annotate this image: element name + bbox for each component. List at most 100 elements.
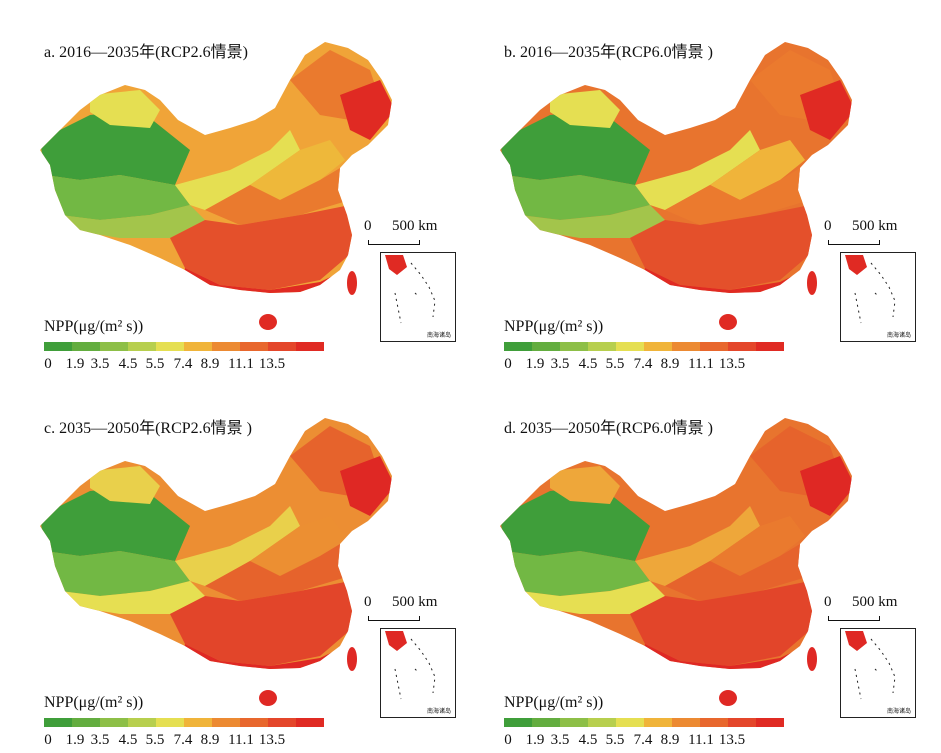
legend-tick-label: 11.1 bbox=[688, 356, 714, 372]
zone-tropical bbox=[640, 456, 852, 669]
legend-swatch bbox=[268, 718, 296, 727]
legend-swatch bbox=[44, 718, 72, 727]
zone-south bbox=[630, 205, 815, 290]
panel-b: b. 2016—2035年(RCP6.0情景 ) 0 500 km 南海诸岛 N… bbox=[460, 0, 930, 376]
inset-coast bbox=[845, 255, 867, 275]
zone-central bbox=[205, 50, 380, 225]
legend-color-bar bbox=[504, 342, 784, 351]
legend-tick-label: 7.4 bbox=[173, 356, 193, 372]
china-npp-map bbox=[500, 42, 852, 330]
legend-ticks: 0 1.9 3.5 4.5 5.5 7.4 8.9 11.1 13.5 bbox=[498, 356, 798, 374]
scale-zero: 0 bbox=[364, 218, 372, 234]
legend-swatch bbox=[588, 342, 616, 351]
taiwan-island bbox=[347, 271, 357, 295]
china-npp-map bbox=[40, 42, 392, 330]
inset-coast bbox=[385, 631, 407, 651]
inset-label: 南海诸岛 bbox=[426, 332, 451, 339]
inset-label: 南海诸岛 bbox=[886, 708, 911, 715]
legend-swatch bbox=[240, 342, 268, 351]
zone-tibet-north bbox=[45, 175, 190, 220]
scale-distance: 500 km bbox=[852, 594, 898, 610]
inset-boundary bbox=[394, 638, 436, 700]
zone-tarim-desert bbox=[40, 110, 190, 185]
legend-swatch bbox=[156, 718, 184, 727]
south-china-sea-inset: 南海诸岛 bbox=[840, 252, 916, 342]
legend-tick-label: 7.4 bbox=[633, 732, 653, 748]
legend-swatch bbox=[756, 342, 784, 351]
legend-swatch bbox=[616, 342, 644, 351]
panel-d: d. 2035—2050年(RCP6.0情景 ) 0 500 km 南海诸岛 N… bbox=[460, 376, 930, 752]
legend-swatch bbox=[268, 342, 296, 351]
legend-swatch bbox=[504, 718, 532, 727]
legend-ticks: 0 1.9 3.5 4.5 5.5 7.4 8.9 11.1 13.5 bbox=[38, 732, 338, 750]
inset-map bbox=[385, 631, 436, 700]
inset-boundary bbox=[854, 262, 896, 324]
scale-zero: 0 bbox=[824, 594, 832, 610]
legend-tick-label: 13.5 bbox=[258, 356, 286, 372]
zone-tibet-north bbox=[45, 551, 190, 596]
zone-steppe bbox=[550, 90, 760, 210]
legend-tick-label: 4.5 bbox=[118, 732, 138, 748]
zone-steppe bbox=[90, 90, 300, 210]
inset-coast bbox=[845, 631, 867, 651]
hainan-island bbox=[259, 690, 277, 706]
legend-swatch bbox=[672, 718, 700, 727]
hainan-island bbox=[719, 314, 737, 330]
panel-c: c. 2035—2050年(RCP2.6情景 ) 0 500 km 南海诸岛 N… bbox=[0, 376, 470, 752]
zone-central bbox=[665, 426, 840, 601]
china-npp-map bbox=[40, 418, 392, 706]
legend-tick-label: 3.5 bbox=[90, 732, 110, 748]
legend-swatch bbox=[100, 342, 128, 351]
legend-swatch bbox=[128, 718, 156, 727]
zone-south bbox=[630, 581, 815, 666]
legend-tick-label: 3.5 bbox=[90, 356, 110, 372]
legend-swatch bbox=[184, 718, 212, 727]
legend-tick-label: 13.5 bbox=[258, 732, 286, 748]
legend-tick-label: 11.1 bbox=[228, 356, 254, 372]
legend-swatch bbox=[296, 342, 324, 351]
legend-swatch bbox=[44, 342, 72, 351]
panel-title: d. 2035—2050年(RCP6.0情景 ) bbox=[504, 420, 713, 437]
legend-tick-label: 1.9 bbox=[525, 356, 545, 372]
legend-swatch bbox=[212, 718, 240, 727]
legend-tick-label: 8.9 bbox=[200, 732, 220, 748]
legend-tick-label: 1.9 bbox=[525, 732, 545, 748]
legend-swatch bbox=[72, 342, 100, 351]
zone-tibet-north bbox=[505, 175, 650, 220]
legend-tick-label: 8.9 bbox=[660, 356, 680, 372]
legend-tick-label: 5.5 bbox=[605, 356, 625, 372]
legend-swatch bbox=[672, 342, 700, 351]
legend-tick-label: 3.5 bbox=[550, 356, 570, 372]
panel-a: a. 2016—2035年(RCP2.6情景) 0 500 km 南海诸岛 NP… bbox=[0, 0, 470, 376]
legend-swatch bbox=[532, 342, 560, 351]
legend-tick-label: 5.5 bbox=[145, 356, 165, 372]
zone-tibet-south bbox=[60, 205, 205, 238]
legend-swatch bbox=[560, 718, 588, 727]
legend-swatch bbox=[700, 342, 728, 351]
legend-swatch bbox=[532, 718, 560, 727]
legend-tick-label: 8.9 bbox=[200, 356, 220, 372]
inset-map bbox=[845, 255, 896, 324]
taiwan-island bbox=[807, 271, 817, 295]
legend-swatch bbox=[240, 718, 268, 727]
china-npp-map bbox=[500, 418, 852, 706]
legend-swatch bbox=[644, 718, 672, 727]
legend-color-bar bbox=[44, 342, 324, 351]
legend-tick-label: 7.4 bbox=[633, 356, 653, 372]
legend-tick-label: 5.5 bbox=[145, 732, 165, 748]
inset-coast bbox=[385, 255, 407, 275]
legend-tick-label: 1.9 bbox=[65, 732, 85, 748]
zone-tropical bbox=[180, 80, 392, 293]
zone-loess bbox=[250, 140, 345, 200]
legend-ticks: 0 1.9 3.5 4.5 5.5 7.4 8.9 11.1 13.5 bbox=[38, 356, 338, 374]
legend-swatch bbox=[100, 718, 128, 727]
legend-swatch bbox=[156, 342, 184, 351]
taiwan-island bbox=[807, 647, 817, 671]
scale-line bbox=[828, 240, 880, 245]
legend-title: NPP(μg/(m² s)) bbox=[44, 694, 144, 711]
legend-tick-label: 4.5 bbox=[578, 732, 598, 748]
zone-tarim-desert bbox=[500, 110, 650, 185]
legend-tick-label: 4.5 bbox=[118, 356, 138, 372]
zone-loess bbox=[710, 516, 805, 576]
inset-boundary bbox=[394, 262, 436, 324]
